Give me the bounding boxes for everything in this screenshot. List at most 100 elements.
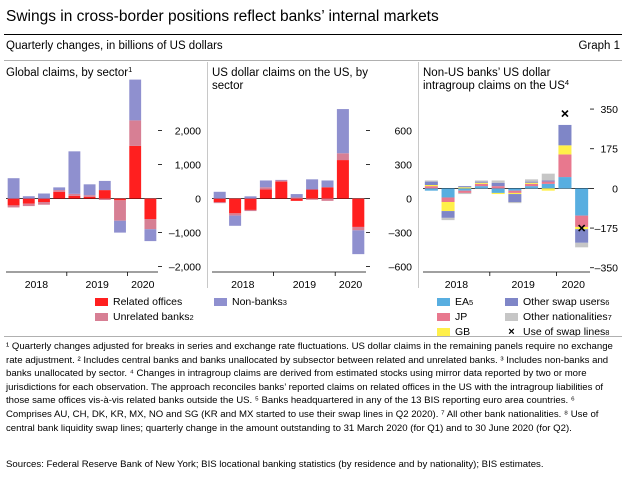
x-year-label: 2020 [131,279,155,288]
chart-panel-2: US dollar claims on the US, by sector –600… [210,62,416,288]
y-tick-label: –2,000 [169,262,201,274]
y-tick-label: 350 [600,104,618,116]
bar-unrelated-2018Q2 [229,213,242,216]
bar-ea-2018Q1 [424,188,438,191]
graph-subtitle: Quarterly changes, in billions of US dol… [6,40,223,52]
bar-ea-2019Q2 [508,188,522,191]
bar-unrelated-2019Q3 [306,198,319,200]
legend-item-related-offices: Related offices [95,296,182,308]
bar-nonbanks-2018Q3 [244,196,257,199]
y-tick-label: 2,000 [175,126,201,138]
x-year-label: 2018 [231,279,255,288]
bar-nonbanks-2020Q2 [352,230,365,255]
legend-swatch [437,328,450,336]
bar-jp-2020Q1 [558,154,572,178]
bar-related-2019Q1 [68,195,81,199]
y-tick-label: –350 [595,263,619,275]
legend-footnote-ref: 5 [469,297,474,307]
bar-unrelated-2020Q2 [144,219,157,230]
bar-other_nationalities-2018Q1 [424,180,438,182]
y-tick-label: 600 [394,126,412,138]
legend-item-non-banks: Non-banks 3 [214,296,287,308]
bar-nonbanks-2019Q3 [306,179,319,190]
bar-gb-2020Q1 [558,145,572,155]
legend-swatch [95,298,108,306]
bar-unrelated-2018Q1 [7,205,20,208]
bar-other_swap_users-2018Q4 [474,181,488,183]
bar-ea-2019Q1 [491,188,505,193]
bar-other_swap_users-2020Q1 [558,124,572,146]
bar-jp-2018Q3 [458,190,472,193]
bar-nonbanks-2018Q2 [229,215,242,226]
y-tick-label: –1,000 [169,228,201,240]
bar-related-2019Q4 [114,198,126,201]
bar-other_nationalities-2018Q4 [474,180,488,182]
bar-other_nationalities-2018Q3 [458,192,472,195]
graph-title: Swings in cross-border positions reflect… [6,8,439,25]
bar-nonbanks-2018Q2 [22,196,35,199]
panel-title: Non-US banks’ US dollar intragroup claims… [423,67,569,92]
y-tick-label: –175 [595,223,619,235]
bar-related-2020Q1 [336,160,349,199]
bar-related-2018Q1 [213,198,226,202]
panel-background [421,62,622,288]
bar-other_swap_users-2019Q2 [508,194,522,202]
bar-related-2019Q2 [83,196,96,199]
bar-related-2018Q2 [229,198,242,214]
bar-ea-2019Q3 [525,186,539,189]
legend-label: Use of swap lines [523,326,606,338]
bar-gb-2018Q1 [424,185,438,187]
bar-unrelated-2019Q4 [321,198,334,201]
legend-footnote-ref: 8 [605,327,610,337]
bar-ea-2020Q2 [575,188,589,216]
bar-ea-2020Q1 [558,177,572,189]
bar-other_swap_users-2018Q3 [458,186,472,188]
legend-footnote-ref: 7 [607,312,612,322]
bar-jp-2019Q4 [541,181,555,184]
y-tick-label: 1,000 [175,160,201,172]
bar-gb-2019Q3 [525,182,539,184]
x-year-label: 2018 [25,279,49,288]
bar-related-2019Q1 [275,181,288,199]
bar-related-2019Q3 [306,189,319,199]
bar-related-2020Q1 [129,145,142,199]
bar-other_swap_users-2018Q1 [424,181,438,185]
bar-nonbanks-2020Q2 [144,229,157,242]
bar-nonbanks-2018Q1 [213,191,226,199]
legend-label: Related offices [113,296,183,308]
bar-related-2019Q4 [321,187,334,199]
bar-unrelated-2019Q1 [68,193,81,196]
bar-jp-2020Q2 [575,215,589,227]
bar-nonbanks-2019Q1 [275,179,288,181]
bar-jp-2018Q1 [424,186,438,189]
bar-other_nationalities-2020Q2 [575,242,589,248]
y-tick-label: 0 [406,194,412,206]
panel-title: Global claims, by sector1 [6,65,132,79]
bar-ea-2018Q3 [458,188,472,191]
bar-related-2020Q2 [144,198,157,219]
bar-jp-2019Q2 [508,190,522,193]
bar-nonbanks-2019Q3 [98,180,111,191]
bar-related-2018Q3 [38,198,50,202]
bar-other_nationalities-2019Q3 [525,179,539,182]
legend-label: GB [455,326,471,338]
legend-swatch [95,313,108,321]
bar-related-2018Q2 [22,198,35,204]
bar-nonbanks-2020Q1 [129,79,142,121]
subtitle-rule [4,60,622,61]
legend-label: Other swap users [523,296,606,308]
bar-unrelated-2018Q3 [38,202,50,205]
legend-item-ea: EA 5 [437,296,473,308]
bar-unrelated-2018Q4 [259,187,272,190]
bar-nonbanks-2019Q1 [68,151,81,194]
bar-jp-2018Q4 [474,183,488,187]
panel-title: US dollar claims on the US, by sector [212,67,368,92]
graph-number: Graph 1 [578,40,620,52]
bar-related-2020Q2 [352,198,365,227]
x-year-label: 2020 [339,279,363,288]
legend-label: Non-banks [232,296,283,308]
bar-gb-2018Q4 [474,182,488,184]
marker-stroke [561,110,569,118]
chart-panels: Global claims, by sector1 –2,000 –1,000 0 1,… [4,62,622,288]
bar-gb-2019Q2 [508,192,522,195]
